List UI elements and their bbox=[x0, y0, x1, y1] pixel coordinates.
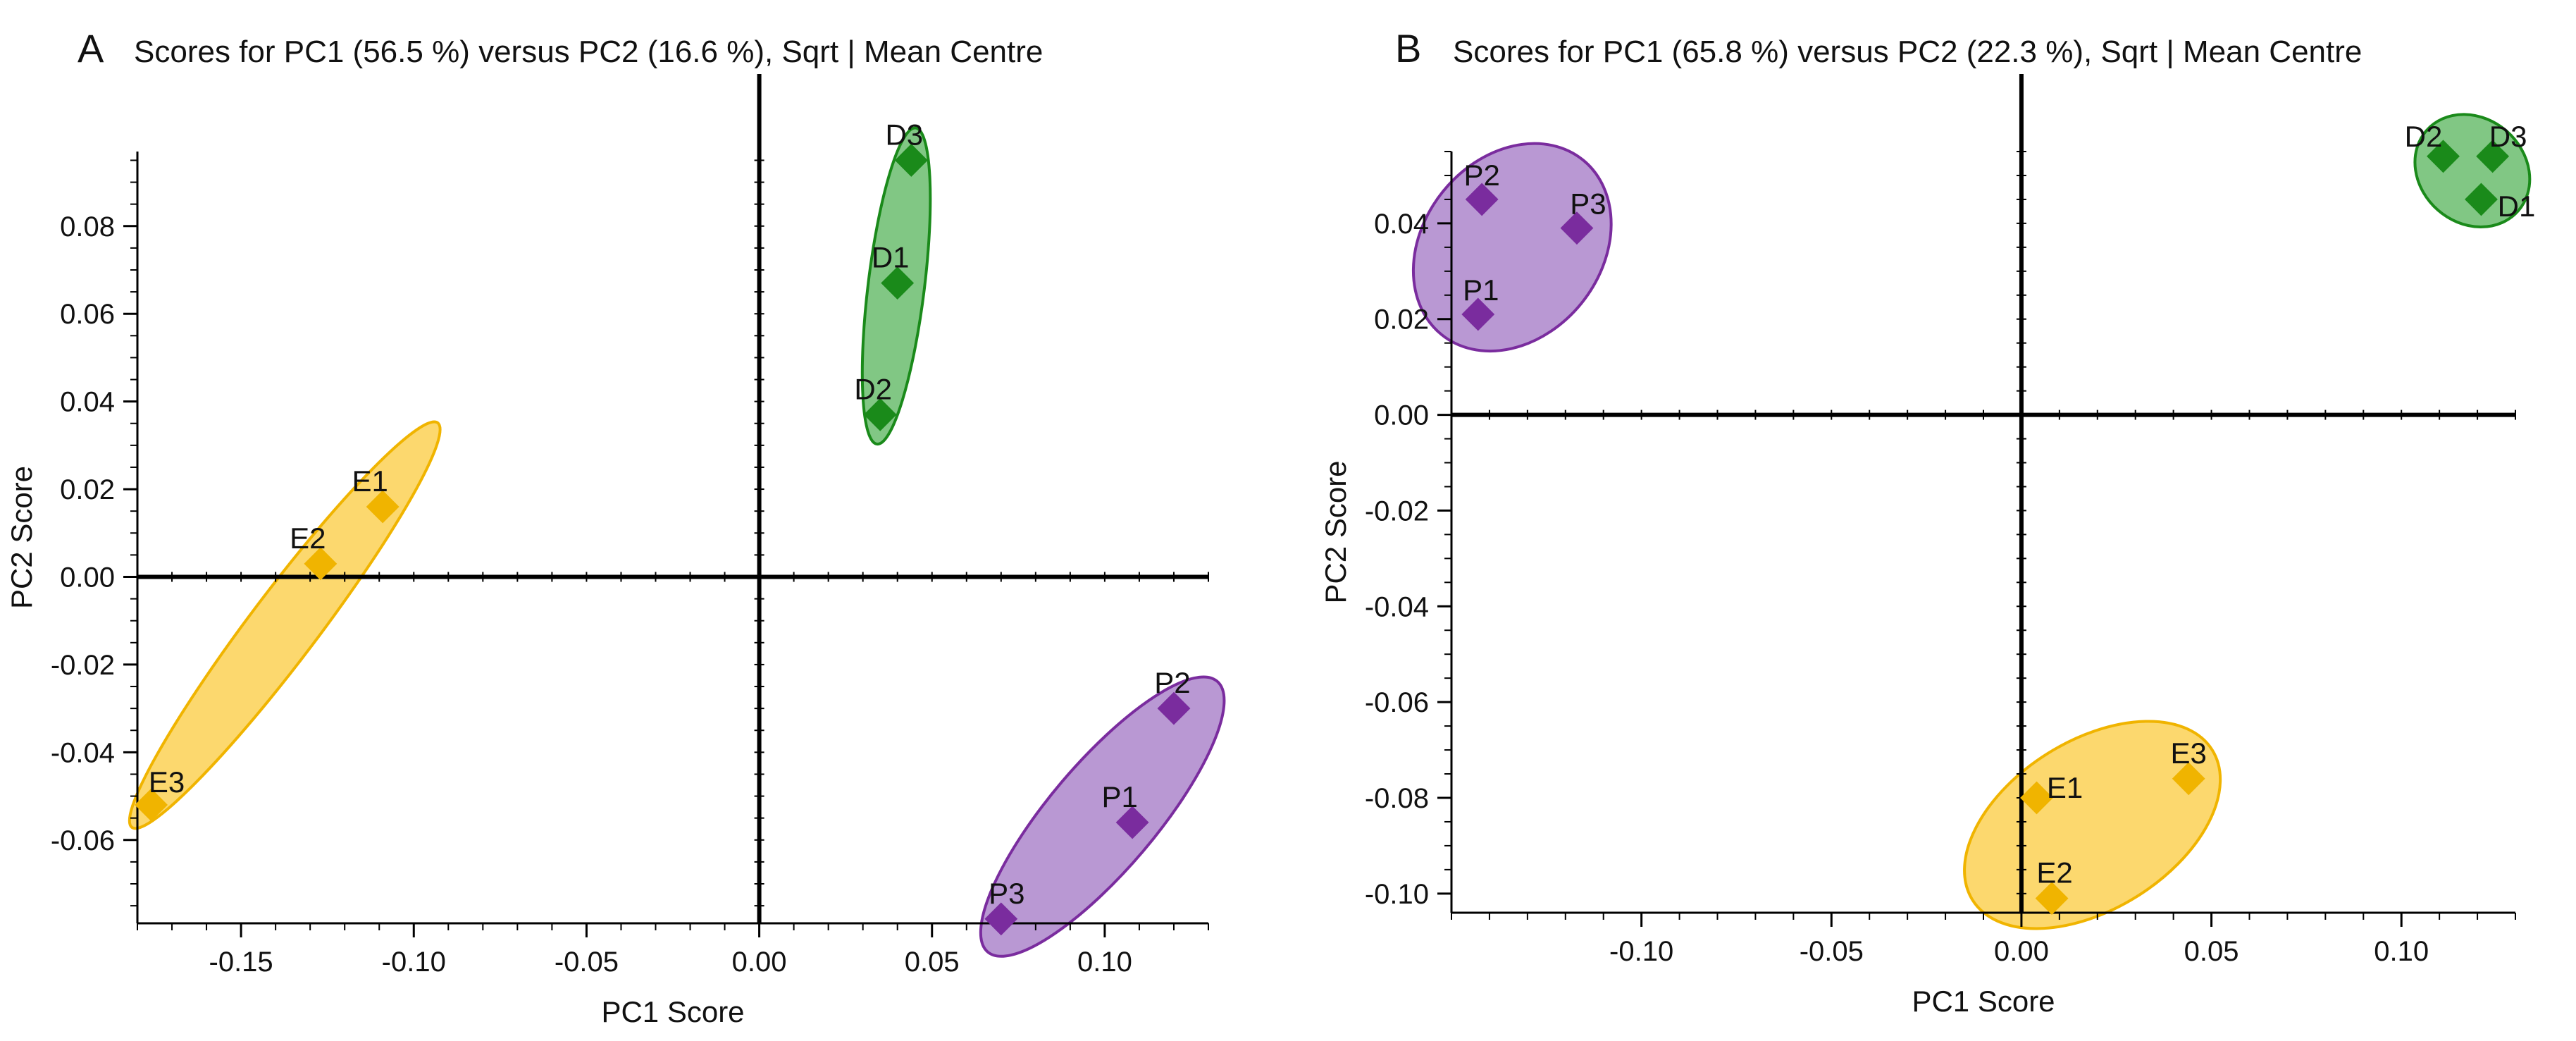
point-label-d1: D1 bbox=[872, 241, 910, 274]
y-axis-title: PC2 Score bbox=[1319, 460, 1352, 603]
data-point-e2 bbox=[304, 547, 338, 581]
point-label-e2: E2 bbox=[2036, 856, 2072, 889]
x-axis-title: PC1 Score bbox=[601, 995, 744, 1028]
data-point-p3 bbox=[984, 902, 1018, 936]
y-tick-label: 0.04 bbox=[1374, 209, 1429, 240]
data-point-p2 bbox=[1157, 691, 1191, 725]
data-point-e1 bbox=[2020, 781, 2053, 815]
data-point-d3 bbox=[2476, 140, 2510, 173]
x-tick-label: -0.10 bbox=[382, 947, 446, 978]
data-point-d2 bbox=[2427, 140, 2460, 173]
x-tick-label: -0.05 bbox=[555, 947, 619, 978]
group-ellipse bbox=[979, 675, 1226, 958]
y-tick-label: -0.08 bbox=[1365, 783, 1429, 814]
point-label-p2: P2 bbox=[1154, 666, 1190, 699]
point-label-p2: P2 bbox=[1463, 159, 1499, 192]
point-label-e1: E1 bbox=[2047, 771, 2083, 804]
group-ellipse bbox=[128, 420, 442, 830]
y-tick-label: 0.08 bbox=[60, 211, 115, 242]
y-tick-label: -0.04 bbox=[51, 737, 115, 768]
y-tick-label: 0.06 bbox=[60, 299, 115, 330]
data-point-e2 bbox=[2035, 882, 2069, 916]
data-point-p1 bbox=[1115, 806, 1149, 839]
point-label-p3: P3 bbox=[1570, 187, 1606, 221]
group-ellipse bbox=[2413, 113, 2532, 229]
data-point-p1 bbox=[1461, 297, 1495, 331]
y-tick-label: -0.02 bbox=[1365, 495, 1429, 526]
x-tick-label: 0.10 bbox=[2374, 936, 2429, 967]
data-point-d1 bbox=[881, 266, 915, 300]
point-label-d3: D3 bbox=[2489, 120, 2527, 153]
y-tick-label: -0.06 bbox=[51, 825, 115, 856]
x-tick-label: 0.05 bbox=[2184, 936, 2239, 967]
point-label-e1: E1 bbox=[352, 464, 388, 498]
point-label-d3: D3 bbox=[885, 118, 923, 151]
point-label-p1: P1 bbox=[1101, 780, 1137, 813]
data-point-e1 bbox=[366, 490, 400, 524]
chart-title: Scores for PC1 (65.8 %) versus PC2 (22.3… bbox=[1453, 35, 2362, 69]
point-label-d2: D2 bbox=[2405, 120, 2443, 153]
y-tick-label: -0.04 bbox=[1365, 591, 1429, 622]
point-label-d1: D1 bbox=[2498, 190, 2536, 223]
data-point-p2 bbox=[1465, 183, 1499, 216]
x-tick-label: 0.10 bbox=[1077, 947, 1132, 978]
x-tick-label: -0.10 bbox=[1609, 936, 1673, 967]
point-label-e3: E3 bbox=[149, 765, 185, 799]
point-label-p3: P3 bbox=[989, 877, 1024, 910]
y-tick-label: -0.02 bbox=[51, 650, 115, 681]
y-tick-label: -0.10 bbox=[1365, 879, 1429, 910]
point-label-d2: D2 bbox=[854, 372, 892, 405]
group-ellipse bbox=[1411, 142, 1613, 353]
data-point-e3 bbox=[2172, 762, 2205, 796]
x-axis-title: PC1 Score bbox=[1912, 985, 2055, 1018]
data-point-p3 bbox=[1560, 211, 1594, 245]
x-tick-label: 0.00 bbox=[732, 947, 787, 978]
data-point-d3 bbox=[894, 144, 928, 177]
data-point-e3 bbox=[135, 788, 168, 822]
y-tick-label: 0.00 bbox=[1374, 400, 1429, 431]
chart-title: Scores for PC1 (56.5 %) versus PC2 (16.6… bbox=[134, 35, 1043, 69]
y-tick-label: -0.06 bbox=[1365, 687, 1429, 718]
panel-letter: A bbox=[78, 26, 104, 70]
point-label-e3: E3 bbox=[2171, 737, 2207, 770]
point-label-e2: E2 bbox=[290, 522, 326, 555]
x-tick-label: 0.00 bbox=[1994, 936, 2049, 967]
panel-letter: B bbox=[1395, 26, 1421, 70]
panel-a: A Scores for PC1 (56.5 %) versus PC2 (16.… bbox=[5, 26, 1226, 1028]
x-tick-label: 0.05 bbox=[905, 947, 960, 978]
y-tick-label: 0.04 bbox=[60, 387, 115, 418]
data-point-d2 bbox=[863, 398, 897, 431]
y-tick-label: 0.02 bbox=[60, 474, 115, 505]
x-tick-label: -0.15 bbox=[209, 947, 273, 978]
point-label-p1: P1 bbox=[1463, 273, 1499, 307]
y-tick-label: 0.00 bbox=[60, 562, 115, 593]
y-axis-title: PC2 Score bbox=[5, 466, 38, 609]
panel-b: B Scores for PC1 (65.8 %) versus PC2 (22.… bbox=[1319, 26, 2536, 1018]
y-tick-label: 0.02 bbox=[1374, 304, 1429, 335]
group-ellipse bbox=[1963, 720, 2222, 930]
x-tick-label: -0.05 bbox=[1800, 936, 1864, 967]
data-point-d1 bbox=[2465, 183, 2498, 216]
